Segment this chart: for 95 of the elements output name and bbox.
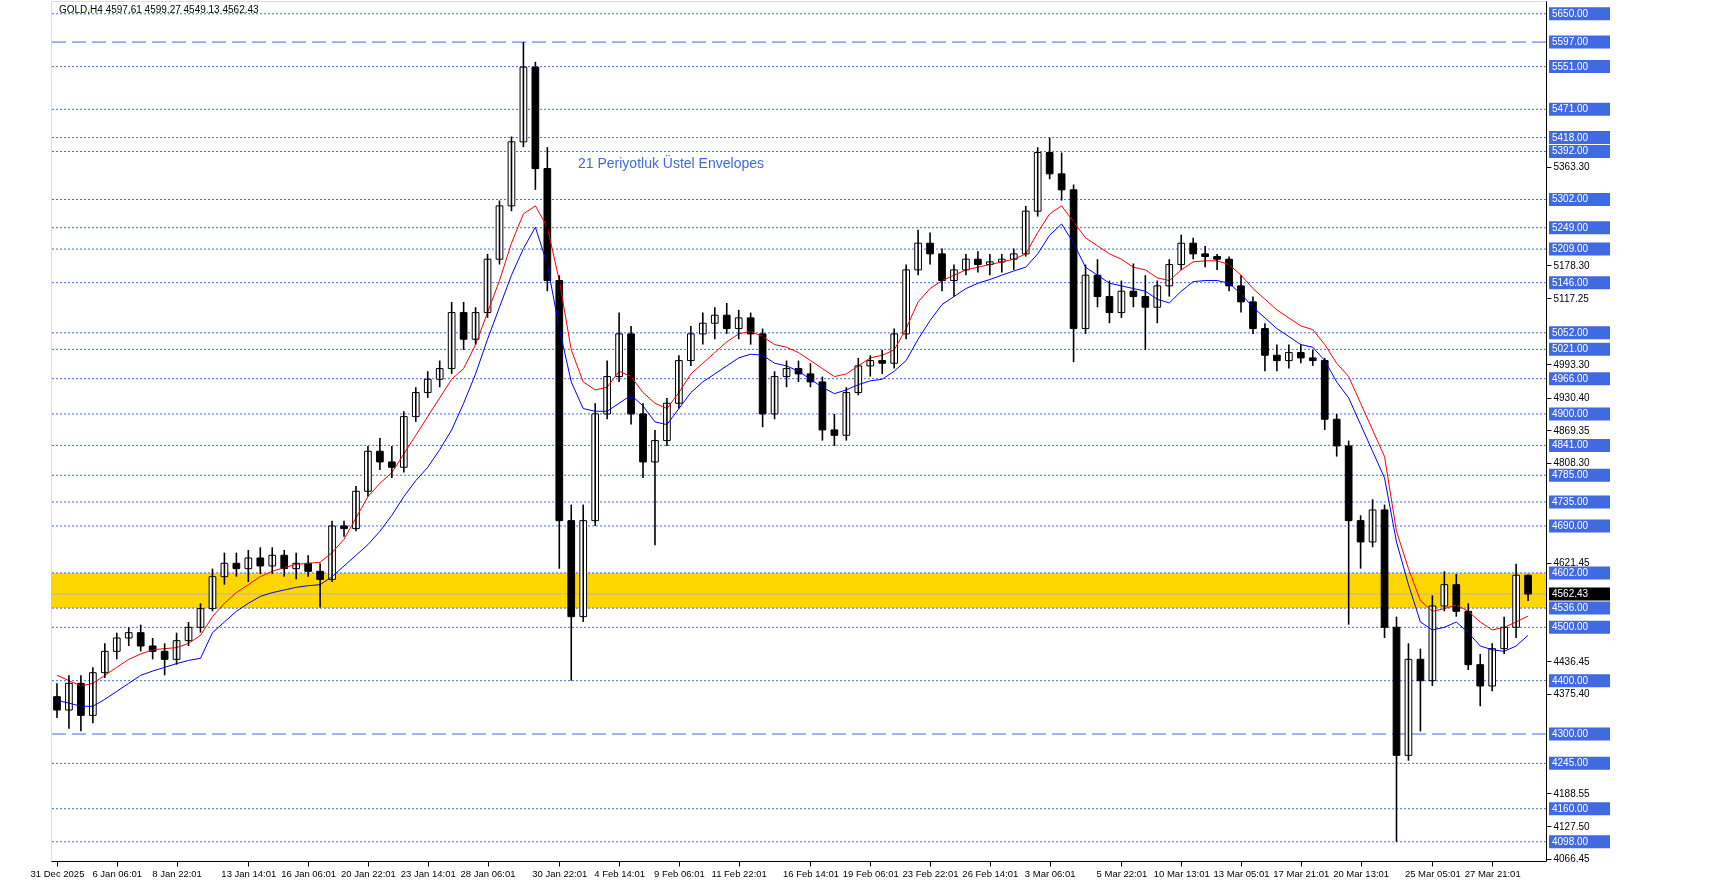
x-tick-label: 16 Feb 14:01 <box>782 867 839 879</box>
y-tick-label: 4127.50 <box>1553 820 1591 832</box>
x-tick-label: 28 Jan 06:01 <box>460 867 516 879</box>
ref-line-label: 5471.00 <box>1552 103 1589 115</box>
x-tick-label: 25 Mar 05:01 <box>1404 867 1461 879</box>
ref-line-label: 4841.00 <box>1552 439 1589 451</box>
candlestick <box>1057 151 1066 202</box>
y-tick-label: 4436.45 <box>1553 655 1591 667</box>
candlestick <box>1033 146 1042 218</box>
x-tick-label: 31 Dec 2025 <box>30 867 85 879</box>
candlestick <box>818 375 827 442</box>
candlestick <box>830 413 839 447</box>
x-tick-label: 3 Mar 06:01 <box>1024 867 1076 879</box>
y-tick-label: 4621.45 <box>1553 557 1591 569</box>
x-tick-label: 17 Mar 21:01 <box>1273 867 1330 879</box>
candlestick <box>507 135 516 212</box>
ref-line-label: 4602.00 <box>1552 566 1589 578</box>
candlestick <box>447 301 456 375</box>
y-tick-label: 4993.30 <box>1553 358 1591 370</box>
candlestick <box>1356 514 1365 570</box>
candlestick <box>160 642 169 677</box>
candlestick <box>1117 279 1126 319</box>
ref-line-label: 5209.00 <box>1552 243 1589 255</box>
y-tick-label: 4188.55 <box>1553 787 1591 799</box>
candlestick <box>1045 136 1054 180</box>
ref-line-label: 4245.00 <box>1552 757 1589 769</box>
x-tick-label: 27 Mar 21:01 <box>1464 867 1521 879</box>
candlestick <box>459 301 468 351</box>
ref-line-label: 5052.00 <box>1552 326 1589 338</box>
candlestick <box>1380 503 1389 639</box>
candlestick <box>1332 413 1341 458</box>
x-tick-label: 23 Feb 22:01 <box>902 867 959 879</box>
candlestick <box>244 549 253 583</box>
ref-line-label: 5392.00 <box>1552 145 1589 157</box>
ref-line-label: 4735.00 <box>1552 495 1589 507</box>
candlestick <box>1416 647 1425 733</box>
x-tick-label: 16 Jan 06:01 <box>281 867 337 879</box>
candlestick <box>1440 570 1449 613</box>
candlestick <box>208 567 217 613</box>
x-tick-label: 13 Mar 05:01 <box>1213 867 1270 879</box>
x-tick-label: 8 Jan 22:01 <box>152 867 202 879</box>
ref-line-label: 5249.00 <box>1552 221 1589 233</box>
candlestick <box>1404 642 1413 762</box>
x-tick-label: 9 Feb 06:01 <box>654 867 705 879</box>
x-tick-label: 13 Jan 14:01 <box>221 867 277 879</box>
x-tick-label: 23 Jan 14:01 <box>400 867 456 879</box>
ref-line-label: 4300.00 <box>1552 728 1589 740</box>
y-tick-label: 4066.45 <box>1553 853 1591 865</box>
ref-line-label: 4160.00 <box>1552 802 1589 814</box>
y-tick-label: 4375.40 <box>1553 688 1591 700</box>
candlestick <box>1344 439 1353 626</box>
x-tick-label: 11 Feb 22:01 <box>711 867 767 879</box>
ref-line-label: 5597.00 <box>1552 36 1589 48</box>
ref-line-label: 4900.00 <box>1552 407 1589 419</box>
candlestick <box>1105 279 1114 325</box>
ref-line-label: 4785.00 <box>1552 469 1589 481</box>
y-tick-label: 5363.30 <box>1553 161 1591 173</box>
candlestick <box>1141 274 1150 351</box>
candlestick <box>842 386 851 442</box>
y-tick-label: 4930.40 <box>1553 392 1591 404</box>
candlestick <box>782 359 791 389</box>
ref-line-label: 5146.00 <box>1552 276 1589 288</box>
ref-line-label: 5418.00 <box>1552 131 1589 143</box>
ref-line-label: 5551.00 <box>1552 60 1589 72</box>
x-tick-label: 26 Feb 14:01 <box>962 867 1019 879</box>
y-tick-label: 4808.30 <box>1553 457 1591 469</box>
x-tick-label: 5 Mar 22:01 <box>1096 867 1148 879</box>
candlestick <box>770 370 779 421</box>
x-tick-label: 6 Jan 06:01 <box>92 867 143 879</box>
ref-line-label: 4536.00 <box>1552 602 1589 614</box>
candlestick <box>1368 498 1377 549</box>
x-tick-label: 20 Mar 13:01 <box>1333 867 1390 879</box>
x-tick-label: 10 Mar 13:01 <box>1153 867 1210 879</box>
x-tick-label: 20 Jan 22:01 <box>340 867 396 879</box>
chart-title: GOLD,H4 4597.61 4599.27 4549.13 4562.43 <box>59 4 260 15</box>
ref-line-label: 4500.00 <box>1552 621 1589 633</box>
y-tick-label: 5178.30 <box>1553 259 1591 271</box>
annotation: 21 Periyotluk Üstel Envelopes <box>578 154 764 171</box>
ref-line-label: 4098.00 <box>1552 835 1589 847</box>
ref-line-label: 4966.00 <box>1552 372 1589 384</box>
ref-line-label: 4400.00 <box>1552 674 1589 686</box>
candlestick <box>519 41 528 148</box>
ref-line-label: 4690.00 <box>1552 519 1589 531</box>
ref-line-label: 5650.00 <box>1552 7 1589 19</box>
x-tick-label: 4 Feb 14:01 <box>594 867 645 879</box>
x-tick-label: 19 Feb 06:01 <box>842 867 899 879</box>
ref-line-label: 5021.00 <box>1552 343 1589 355</box>
ref-line-label: 5302.00 <box>1552 193 1589 205</box>
ref-line-label: 4562.43 <box>1552 588 1589 600</box>
x-tick-label: 30 Jan 22:01 <box>532 867 588 879</box>
y-tick-label: 4869.35 <box>1553 424 1591 436</box>
candlestick <box>531 61 540 191</box>
candlestick <box>1081 263 1090 335</box>
y-tick-label: 5117.25 <box>1553 292 1590 304</box>
candlestick <box>220 551 229 586</box>
